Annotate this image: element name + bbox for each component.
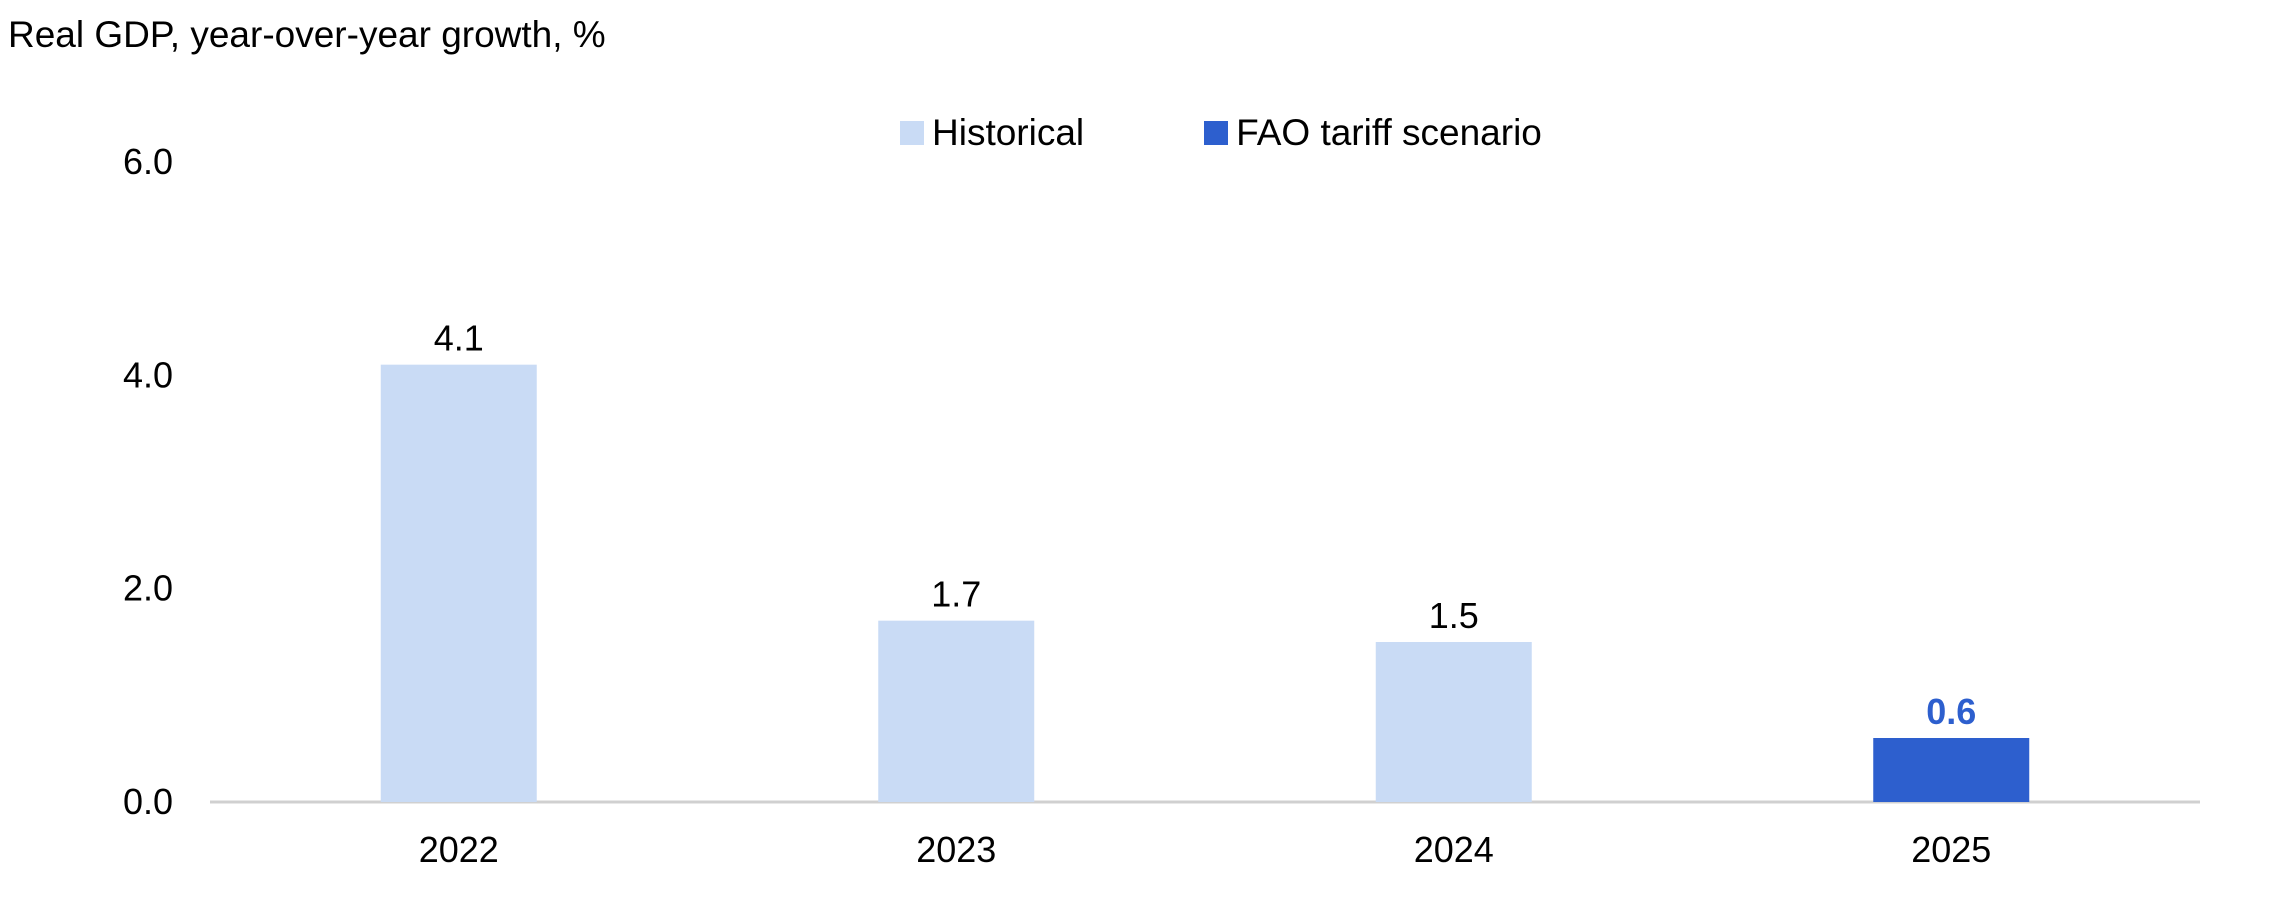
legend-swatch-scenario xyxy=(1204,121,1229,145)
data-label-2025: 0.6 xyxy=(1926,691,1976,732)
x-tick-label-2025: 2025 xyxy=(1911,829,1991,870)
y-tick-label: 2.0 xyxy=(123,568,173,609)
legend: Historical FAO tariff scenario xyxy=(900,112,1662,154)
legend-label-scenario: FAO tariff scenario xyxy=(1236,112,1542,153)
y-tick-label: 6.0 xyxy=(123,141,173,182)
bar-2025 xyxy=(1873,738,2030,802)
data-label-2023: 1.7 xyxy=(931,574,981,615)
bar-2024 xyxy=(1375,642,1532,802)
x-tick-label-2023: 2023 xyxy=(916,829,996,870)
chart-title: Real GDP, year-over-year growth, % xyxy=(8,14,606,55)
legend-swatch-historical xyxy=(900,121,924,145)
bar-2022 xyxy=(380,364,537,802)
y-tick-label: 0.0 xyxy=(123,781,173,822)
bar-2023 xyxy=(878,620,1035,802)
data-label-2022: 4.1 xyxy=(434,318,484,359)
legend-label-historical: Historical xyxy=(932,112,1085,153)
x-tick-label-2022: 2022 xyxy=(419,829,499,870)
data-label-2024: 1.5 xyxy=(1429,595,1479,636)
legend-item-historical: Historical xyxy=(900,112,1084,154)
legend-item-scenario: FAO tariff scenario xyxy=(1204,112,1542,154)
y-tick-label: 4.0 xyxy=(123,354,173,395)
x-tick-label-2024: 2024 xyxy=(1414,829,1494,870)
